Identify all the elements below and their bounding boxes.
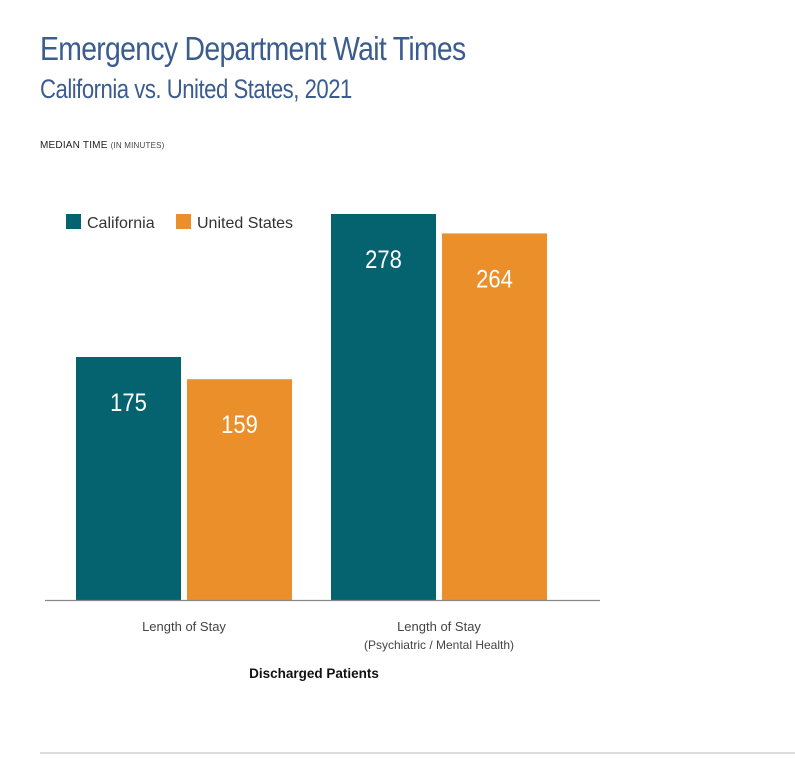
category-label: Length of Stay	[397, 619, 481, 634]
category-label: Length of Stay	[142, 619, 226, 634]
data-label: 278	[365, 246, 402, 274]
bar-united-states	[442, 233, 547, 600]
data-label: 264	[476, 265, 513, 293]
bar-california	[76, 357, 181, 600]
legend-swatch-united-states	[176, 214, 191, 229]
legend-label: California	[87, 215, 155, 232]
legend-label: United States	[197, 215, 293, 232]
data-label: 175	[110, 389, 147, 417]
chart-subtitle: California vs. United States, 2021	[40, 74, 352, 104]
bottom-divider	[40, 752, 795, 754]
y-axis-label-main: MEDIAN TIME	[40, 140, 108, 151]
chart-title: Emergency Department Wait Times	[40, 30, 466, 67]
y-axis-label: MEDIAN TIME (IN MINUTES)	[40, 140, 165, 151]
category-sublabel: (Psychiatric / Mental Health)	[364, 638, 514, 652]
bar-united-states	[187, 379, 292, 600]
data-label: 159	[221, 411, 258, 439]
y-axis-label-unit: (IN MINUTES)	[110, 141, 165, 150]
legend-swatch-california	[66, 214, 81, 229]
bar-california	[331, 213, 436, 600]
x-axis-title: Discharged Patients	[249, 666, 379, 681]
